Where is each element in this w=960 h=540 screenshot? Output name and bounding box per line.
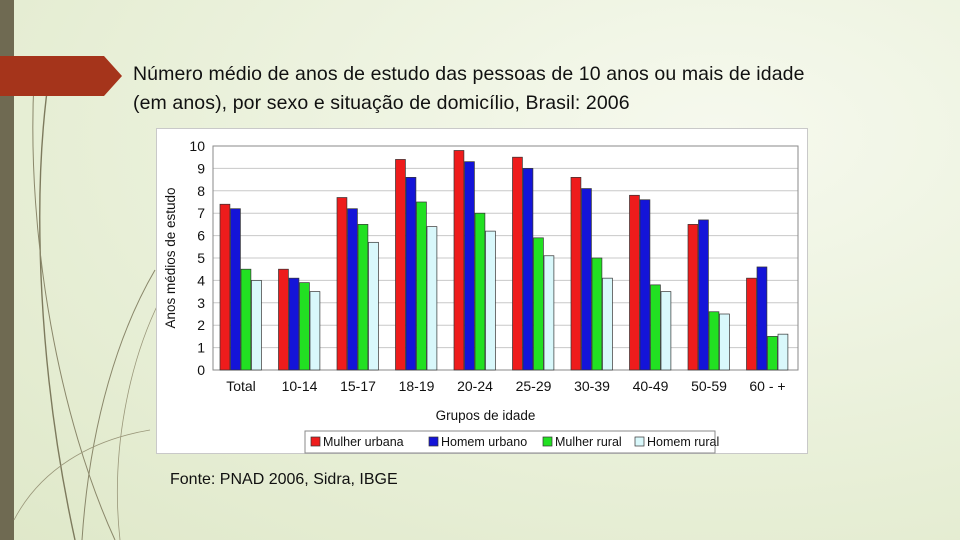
bar	[756, 266, 768, 371]
y-tick-label: 7	[197, 205, 205, 221]
y-tick-label: 0	[197, 362, 205, 378]
x-tick-label: Total	[226, 378, 256, 394]
bar	[347, 208, 358, 371]
bar	[230, 208, 241, 371]
y-tick-label: 1	[197, 340, 205, 356]
bar	[485, 230, 496, 371]
bar	[650, 284, 661, 371]
bar	[570, 177, 582, 371]
bar	[581, 188, 592, 371]
bar	[639, 199, 651, 371]
bar	[474, 212, 486, 371]
slide-title-line-1: Número médio de anos de estudo das pesso…	[133, 63, 805, 85]
bar	[767, 336, 778, 371]
bar	[278, 268, 289, 371]
bar	[512, 156, 523, 371]
legend-label: Mulher rural	[555, 435, 622, 449]
bar	[240, 268, 252, 371]
plot-area	[212, 145, 799, 371]
bar	[746, 277, 757, 371]
y-tick-label: 9	[197, 160, 205, 176]
bar-chart: 0 1 2 3 4 5 6 7 8 9 10 Total 10-14 15-17 18-19 20-24 25-…	[163, 138, 799, 454]
bar	[336, 197, 348, 371]
x-tick-label: 50-59	[691, 378, 727, 394]
bar	[708, 311, 720, 371]
bar	[426, 226, 438, 371]
bar	[660, 291, 672, 371]
y-axis-label: Anos médios de estudo	[163, 187, 178, 328]
y-tick-label: 2	[197, 317, 205, 333]
y-tick-label: 4	[197, 272, 205, 288]
bar	[309, 291, 321, 371]
y-tick-label: 6	[197, 228, 205, 244]
bar	[533, 237, 544, 371]
x-tick-label: 30-39	[574, 378, 610, 394]
x-tick-label: 18-19	[399, 378, 435, 394]
bar	[299, 282, 310, 371]
legend-swatch	[310, 436, 321, 447]
y-tick-label: 5	[197, 250, 205, 266]
bar	[629, 194, 640, 371]
x-tick-label: 20-24	[457, 378, 493, 394]
bar	[719, 313, 730, 371]
title-accent-tab	[0, 56, 122, 96]
bar	[219, 203, 231, 371]
bar	[288, 277, 300, 371]
slide-title-line-2: (em anos), por sexo e situação de domicí…	[133, 92, 630, 114]
y-tick-label: 3	[197, 295, 205, 311]
bar	[395, 159, 406, 371]
decorative-lines	[13, 69, 160, 540]
bar	[251, 280, 262, 371]
legend	[304, 430, 716, 454]
legend-swatch	[542, 436, 553, 447]
legend-swatch	[428, 436, 439, 447]
source-note: Fonte: PNAD 2006, Sidra, IBGE	[170, 471, 398, 488]
bar	[464, 161, 475, 371]
y-tick-label: 8	[197, 183, 205, 199]
x-tick-label: 40-49	[633, 378, 669, 394]
x-axis-label: Grupos de idade	[436, 408, 536, 423]
bar	[453, 150, 465, 371]
bar	[405, 177, 417, 371]
bar	[687, 224, 699, 371]
bar	[777, 333, 789, 371]
chart-container: 0 1 2 3 4 5 6 7 8 9 10 Total 10-14 15-17 18-19 20-24 25-…	[156, 128, 808, 454]
bar	[368, 241, 379, 371]
x-tick-label: 60 - +	[749, 378, 785, 394]
legend-swatch	[634, 436, 645, 447]
left-decor-strip	[0, 0, 14, 540]
x-tick-label: 25-29	[516, 378, 552, 394]
bar	[357, 224, 369, 371]
bar	[522, 168, 534, 371]
slide-title: Número médio de anos de estudo das pesso…	[133, 60, 953, 118]
x-tick-label: 15-17	[340, 378, 376, 394]
bar	[416, 201, 427, 371]
legend-label: Homem urbano	[441, 435, 527, 449]
bar	[698, 219, 709, 371]
y-tick-label: 10	[189, 138, 205, 154]
bar	[591, 257, 603, 371]
bar	[543, 255, 555, 371]
bar	[602, 277, 613, 371]
legend-label: Mulher urbana	[323, 435, 404, 449]
legend-label: Homem rural	[647, 435, 719, 449]
x-tick-label: 10-14	[282, 378, 318, 394]
